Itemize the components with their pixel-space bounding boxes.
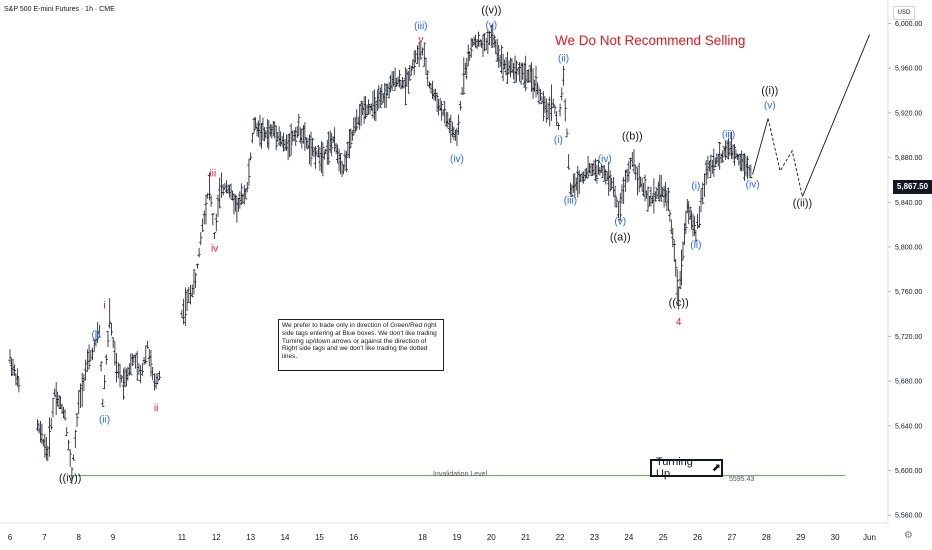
wave-label: (iv) (598, 154, 612, 165)
x-tick-label: 29 (796, 533, 805, 542)
x-tick-label: 21 (521, 533, 530, 542)
wave-label: (iii) (722, 129, 735, 140)
x-tick-label: 27 (728, 533, 737, 542)
wave-label: iv (211, 243, 218, 254)
x-tick-label: 14 (281, 533, 290, 542)
wave-label: (v) (614, 217, 626, 228)
y-tick-label: 5,920.00 (895, 110, 922, 117)
y-tick-label: 5,600.00 (895, 468, 922, 475)
x-tick-label: 11 (178, 533, 187, 542)
x-tick-label: 7 (42, 533, 47, 542)
wave-label: (i) (554, 135, 563, 146)
x-tick-label: 22 (556, 533, 565, 542)
arrow-up-right-icon: ⬈ (711, 461, 721, 474)
wave-label: ((iv)) (59, 473, 82, 485)
x-tick-label: 23 (590, 533, 599, 542)
y-tick-label: 5,760.00 (895, 289, 922, 296)
wave-label: ((i)) (761, 85, 778, 97)
x-tick-label: 26 (693, 533, 702, 542)
y-tick-label: 5,800.00 (895, 244, 922, 251)
x-tick-label: 28 (762, 533, 771, 542)
wave-label: i (103, 300, 105, 311)
wave-label: ((ii)) (793, 198, 813, 210)
wave-label: (ii) (558, 53, 569, 64)
projection-wave-dotted (767, 118, 803, 197)
wave-label: (iii) (564, 195, 577, 206)
turning-up-label: Turning Up (656, 456, 693, 480)
x-tick-label: 25 (659, 533, 668, 542)
wave-label: (iv) (450, 154, 464, 165)
x-tick-label: 20 (487, 533, 496, 542)
wave-label: ((v)) (481, 4, 501, 16)
invalidation-label: Invalidation Level (433, 471, 488, 478)
x-tick-label: 12 (212, 533, 221, 542)
y-tick-label: 5,560.00 (895, 513, 922, 520)
y-tick-label: 5,720.00 (895, 334, 922, 341)
wave-label: (v) (485, 20, 497, 31)
x-tick-label: 16 (349, 533, 358, 542)
wave-label: (iii) (414, 21, 427, 32)
wave-label: 4 (676, 317, 682, 328)
invalidation-value: 5595.43 (729, 476, 755, 483)
wave-label: iii (210, 169, 217, 180)
projection-wave-up (752, 118, 769, 175)
x-tick-label: 13 (246, 533, 255, 542)
wave-label: v (418, 34, 423, 45)
wave-label: ((a)) (610, 231, 631, 243)
x-tick-label: 30 (831, 533, 840, 542)
wave-label: (ii) (690, 240, 701, 251)
wave-label: ((c)) (669, 297, 689, 309)
wave-label: (i) (92, 329, 101, 340)
x-tick-label: 9 (111, 533, 116, 542)
current-price-tag: 5,867.50 (893, 180, 932, 194)
wave-label: (v) (764, 100, 776, 111)
x-tick-label: 6 (8, 533, 13, 542)
y-tick-label: 5,960.00 (895, 66, 922, 73)
x-tick-label: 15 (315, 533, 324, 542)
warning-banner: We Do Not Recommend Selling (555, 33, 746, 48)
trading-notice-box: We prefer to trade only in direction of … (278, 319, 444, 371)
y-tick-label: 5,680.00 (895, 379, 922, 386)
turning-up-tag: Turning Up ⬈ (650, 456, 723, 480)
currency-selector[interactable]: USD (893, 6, 915, 20)
wave-label: ((b)) (622, 131, 643, 143)
x-tick-label: 8 (77, 533, 82, 542)
y-tick-label: 5,880.00 (895, 155, 922, 162)
wave-label: (iv) (746, 180, 760, 191)
x-tick-label: 24 (624, 533, 633, 542)
x-tick-label: Jun (863, 533, 876, 542)
y-tick-label: 5,840.00 (895, 200, 922, 207)
symbol-title: S&P 500 E-mini Futures · 1h · CME (4, 6, 115, 13)
x-tick-label: 18 (418, 533, 427, 542)
projection-wave-impulse (802, 34, 870, 197)
x-tick-label: 19 (452, 533, 461, 542)
y-tick-label: 5,640.00 (895, 423, 922, 430)
y-tick-label: 6,000.00 (895, 21, 922, 28)
wave-label: (ii) (99, 414, 110, 425)
wave-label: (i) (691, 181, 700, 192)
wave-label: ii (154, 403, 158, 414)
settings-gear-icon[interactable]: ⚙ (904, 530, 913, 541)
